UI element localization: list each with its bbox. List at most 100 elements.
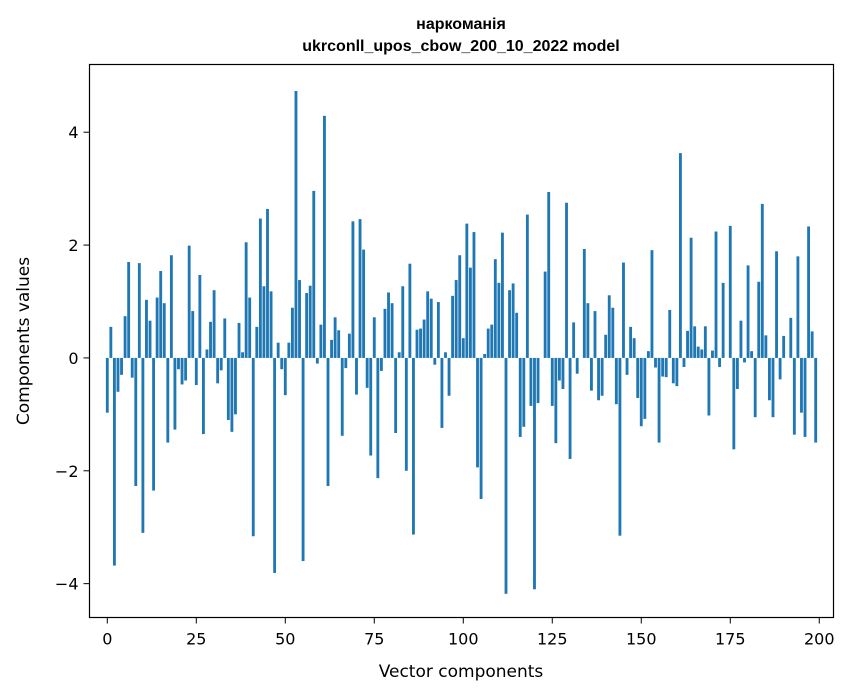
bar — [383, 308, 387, 358]
bar — [355, 357, 358, 395]
bar — [162, 303, 166, 358]
bar — [597, 357, 600, 401]
bar — [743, 357, 746, 363]
bar — [679, 153, 682, 358]
bar — [657, 357, 661, 443]
bar — [177, 357, 180, 370]
bar — [675, 357, 679, 387]
bar — [568, 357, 572, 459]
bar — [508, 290, 511, 358]
bar — [219, 357, 223, 371]
bar — [718, 357, 722, 367]
bar — [760, 203, 764, 358]
bar — [301, 357, 305, 562]
plot-frame — [88, 63, 835, 619]
y-tick-label: 4 — [68, 123, 78, 142]
bar — [180, 357, 184, 385]
bar — [746, 265, 750, 358]
bar — [216, 357, 220, 384]
bar — [529, 357, 533, 406]
bar — [251, 357, 255, 537]
bar — [433, 357, 437, 365]
bar — [241, 352, 244, 358]
bar — [814, 357, 818, 443]
bar — [739, 320, 743, 358]
bar — [682, 357, 686, 367]
bar — [693, 326, 697, 358]
bar — [120, 357, 123, 375]
bar — [387, 292, 390, 358]
bar — [686, 330, 689, 358]
bar — [237, 322, 241, 358]
bar — [258, 218, 262, 358]
bar — [764, 335, 768, 358]
y-tick-label: 2 — [68, 236, 78, 255]
bar — [152, 357, 155, 491]
bar — [454, 280, 458, 358]
bar — [287, 342, 291, 358]
bar — [305, 293, 309, 358]
bar — [451, 295, 455, 358]
bar — [397, 352, 401, 358]
x-tick-label: 125 — [537, 630, 568, 649]
bar — [792, 357, 796, 435]
bar — [141, 357, 145, 533]
chart-subtitle: ukrconll_upos_cbow_200_10_2022 model — [302, 38, 619, 55]
bar — [664, 357, 668, 378]
bar — [223, 318, 227, 358]
x-tick-label: 0 — [102, 630, 112, 649]
bar — [565, 202, 568, 358]
x-tick-label: 150 — [626, 630, 657, 649]
bar — [319, 324, 323, 358]
bar — [768, 357, 771, 401]
bar — [298, 280, 301, 358]
y-axis-label: Components values — [14, 257, 34, 425]
bar — [440, 357, 444, 428]
bar — [365, 357, 369, 388]
bar — [572, 322, 576, 358]
bar — [269, 291, 273, 358]
bar — [308, 285, 312, 358]
y-axis-ticks: −4 −2 0 2 4 — [55, 123, 90, 594]
bar — [379, 357, 383, 371]
bar — [522, 357, 526, 427]
bar — [753, 357, 757, 418]
bar — [369, 357, 373, 456]
bar — [426, 291, 430, 358]
bar — [401, 286, 405, 358]
bar — [198, 274, 202, 358]
bar — [394, 357, 398, 433]
bar — [390, 303, 394, 358]
bar — [209, 321, 212, 358]
bar — [504, 357, 508, 594]
bar — [169, 255, 173, 358]
bar — [810, 331, 814, 358]
bar — [582, 249, 586, 358]
bar — [476, 357, 479, 468]
bar — [376, 357, 380, 479]
bar — [493, 259, 497, 358]
bar — [436, 302, 440, 358]
bar — [661, 357, 665, 377]
bar — [636, 357, 640, 398]
bar — [479, 357, 483, 499]
bar — [276, 342, 280, 358]
bar — [497, 282, 501, 358]
bar — [187, 245, 191, 358]
bar — [412, 357, 415, 535]
bar — [714, 231, 718, 358]
bar — [671, 357, 675, 384]
bar — [775, 251, 778, 358]
bar — [668, 309, 672, 358]
bar — [330, 339, 333, 358]
x-tick-label: 25 — [186, 630, 206, 649]
bar — [191, 311, 195, 358]
y-tick-label: −2 — [55, 462, 79, 481]
bar — [782, 335, 786, 358]
bar — [415, 329, 419, 358]
bar — [557, 357, 561, 381]
bar — [347, 333, 351, 358]
bar — [703, 326, 707, 358]
bar — [408, 263, 412, 358]
